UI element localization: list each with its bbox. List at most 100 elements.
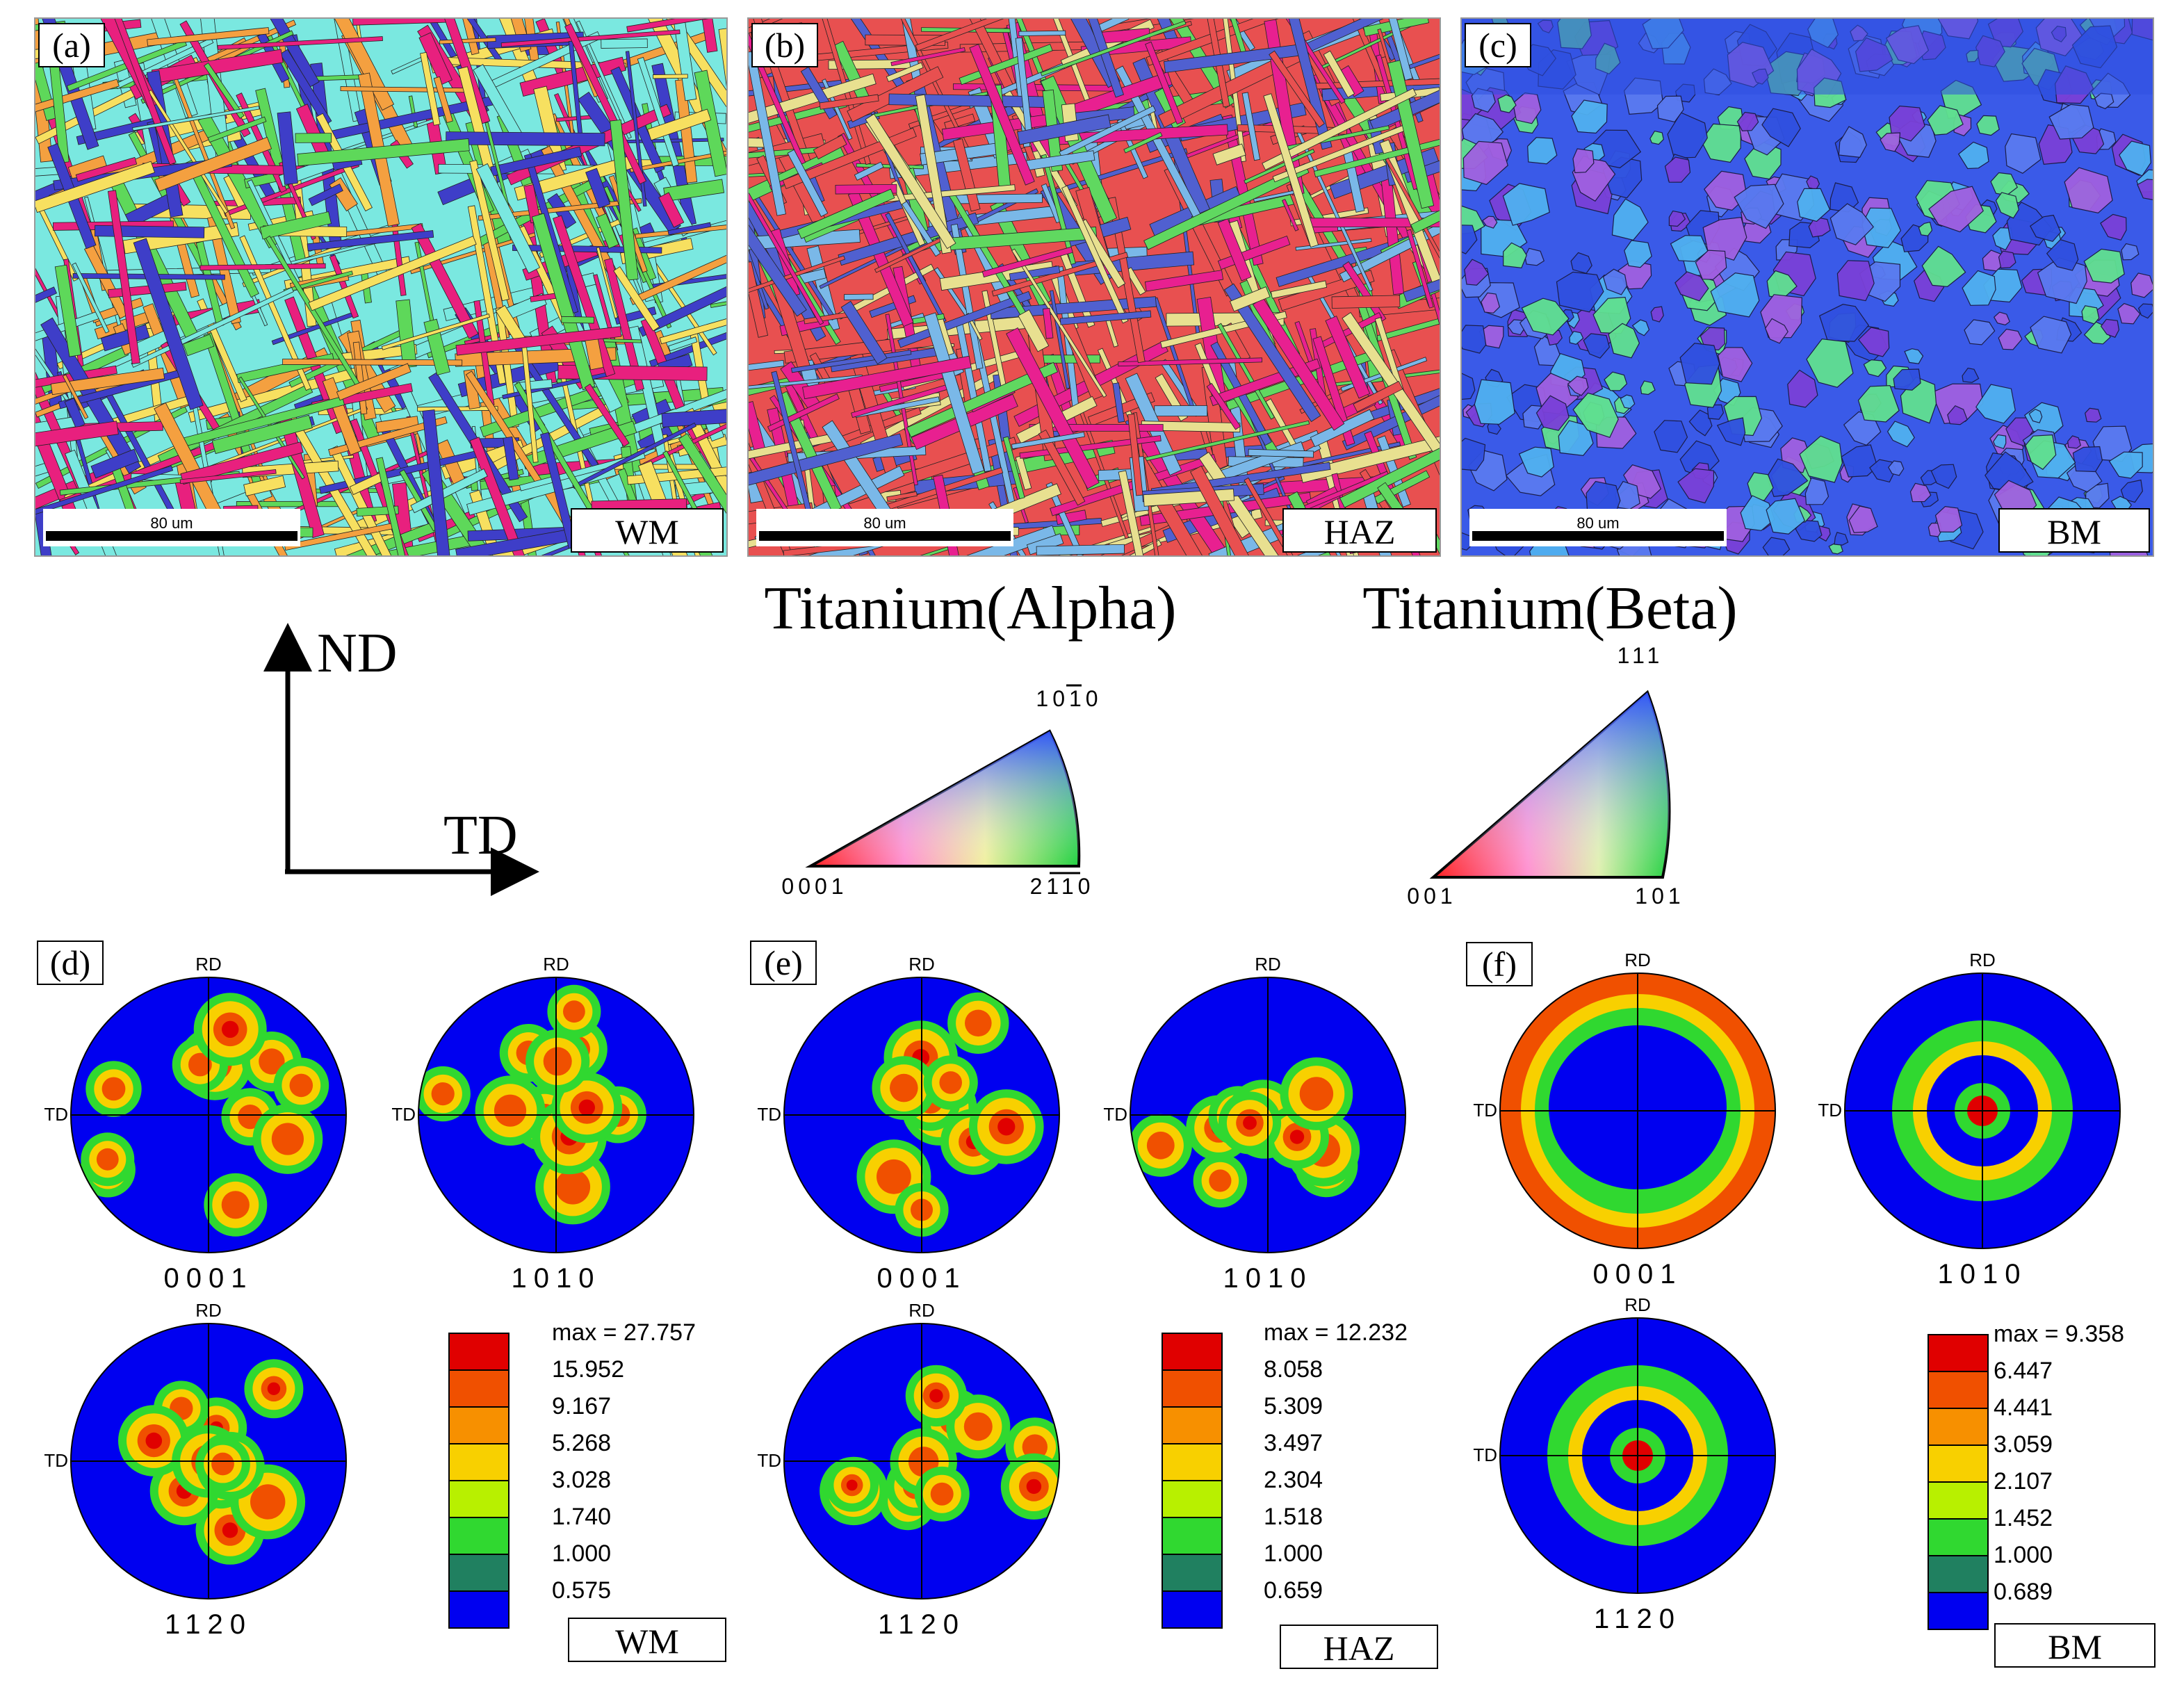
- pole-figure-e-0001: RD TD 0001: [757, 954, 1060, 1294]
- legend-swatch: [448, 1333, 510, 1371]
- legend-swatch: [1928, 1592, 1989, 1630]
- legend-swatch: [1162, 1554, 1223, 1592]
- pole-figure-d-1010: RD TD 1010: [391, 954, 694, 1294]
- scale-bar-c: [1472, 531, 1724, 541]
- legend-swatch: [448, 1480, 510, 1518]
- nd-label: ND: [317, 623, 398, 684]
- legend-swatch: [1162, 1590, 1223, 1629]
- td-label: TD: [1473, 1444, 1497, 1465]
- legend-level: 1.518: [1264, 1504, 1323, 1530]
- pole-figure-circles: RD TD 0001 RD TD 1010 RD TD 1120 RD TD 0001 RD TD 1010…: [44, 950, 2121, 1640]
- ipf-beta-corner-001: 001: [1407, 884, 1456, 909]
- pole-figure-label: 1120: [165, 1609, 252, 1640]
- rd-label: RD: [1624, 950, 1651, 970]
- panel-label-c: (c): [1478, 26, 1517, 65]
- pole-figure-panel-e: (e) HAZ max = 12.232 8.058 5.309 3.497 2.30…: [750, 941, 1438, 1669]
- legend-level: 1.000: [1264, 1540, 1323, 1567]
- scale-text-c: 80 um: [1576, 514, 1619, 532]
- pole-figure-panel-f: (f) BM max = 9.358 6.447 4.441 3.059 2.107 1…: [1466, 942, 2156, 1668]
- legend-swatch: [1162, 1480, 1223, 1518]
- legend-swatch: [1928, 1371, 1989, 1409]
- ipf-key-beta: Titanium(Beta) 001 101 111: [1362, 575, 1737, 909]
- td-label: TD: [757, 1104, 781, 1125]
- pole-figure-panel-d: (d) WM max = 27.757 15.952 9.167 5.268 3.02…: [37, 941, 726, 1662]
- panel-label-b: (b): [765, 26, 805, 65]
- legend-level: 15.952: [552, 1356, 624, 1383]
- legend-level: 5.268: [552, 1430, 611, 1456]
- panel-label-e: (e): [764, 943, 803, 982]
- pole-figure-label: 0001: [164, 1263, 254, 1294]
- legend-level: 0.659: [1264, 1577, 1323, 1604]
- legend-level: 4.441: [1994, 1394, 2053, 1421]
- ipf-alpha-corner-0001: 0001: [781, 874, 847, 899]
- rd-label: RD: [908, 1300, 935, 1321]
- legend-swatches-d: [448, 1333, 510, 1629]
- td-label: TD: [1473, 1100, 1497, 1121]
- pole-figure-label: 1120: [1594, 1604, 1681, 1634]
- legend-swatch: [1928, 1481, 1989, 1520]
- legend-swatch: [448, 1443, 510, 1481]
- panel-label-a: (a): [52, 26, 91, 65]
- legend-swatch: [1928, 1334, 1989, 1372]
- axes-legend: ND TD: [263, 623, 539, 896]
- legend-level: 3.497: [1264, 1430, 1323, 1456]
- legend-level: 0.689: [1994, 1579, 2053, 1605]
- scale-text-a: 80 um: [150, 514, 193, 532]
- td-label: TD: [1103, 1104, 1127, 1125]
- legend-level: 9.167: [552, 1393, 611, 1419]
- scale-bar-b: [759, 531, 1011, 541]
- rd-label: RD: [195, 1300, 222, 1321]
- legend-level: 1.740: [552, 1504, 611, 1530]
- panel-label-box-a: [38, 23, 105, 67]
- legend-level: 1.452: [1994, 1505, 2053, 1531]
- legend-max-d: max = 27.757: [552, 1319, 696, 1346]
- legend-level: 5.309: [1264, 1393, 1323, 1419]
- legend-level: 6.447: [1994, 1358, 2053, 1384]
- ipf-beta-corner-101: 101: [1635, 884, 1684, 909]
- legend-max-f: max = 9.358: [1994, 1321, 2124, 1347]
- legend-max-e: max = 12.232: [1264, 1319, 1408, 1346]
- pole-figure-f-1120: RD TD 1120: [1473, 1294, 1776, 1634]
- legend-swatch: [1928, 1408, 1989, 1446]
- legend-swatches-e: [1162, 1333, 1223, 1629]
- td-label: TD: [44, 1450, 68, 1471]
- legend-swatch: [448, 1369, 510, 1408]
- rd-label: RD: [195, 954, 222, 975]
- region-label-e: HAZ: [1323, 1629, 1395, 1668]
- region-label-b: HAZ: [1324, 512, 1396, 551]
- pole-figure-f-1010: RD TD 1010: [1818, 950, 2121, 1289]
- ipf-title-beta: Titanium(Beta): [1362, 575, 1737, 642]
- legend-level: 8.058: [1264, 1356, 1323, 1383]
- pole-figure-d-0001: RD TD 0001: [44, 954, 347, 1294]
- region-label-a: WM: [615, 512, 679, 551]
- scale-bar-a: [46, 531, 298, 541]
- scale-text-b: 80 um: [863, 514, 906, 532]
- panel-label-d: (d): [50, 943, 90, 982]
- pole-figure-e-1120: RD TD 1120: [757, 1300, 1060, 1640]
- legend-swatch: [1162, 1369, 1223, 1408]
- legend-level: 0.575: [552, 1577, 611, 1604]
- pole-figure-label: 1010: [512, 1263, 601, 1294]
- rd-label: RD: [1624, 1294, 1651, 1315]
- pole-figure-f-0001: RD TD 0001: [1473, 950, 1776, 1289]
- ebsd-texture-b: [748, 18, 1440, 556]
- ipf-alpha-corner-2110: 2110: [1030, 874, 1095, 899]
- td-label: TD: [443, 805, 518, 866]
- pole-figure-label: 0001: [877, 1263, 967, 1294]
- ipf-alpha-corner-1010: 1010: [1036, 686, 1102, 711]
- legend-swatch: [448, 1406, 510, 1444]
- region-label-f: BM: [2048, 1627, 2102, 1666]
- legend-swatch: [1928, 1444, 1989, 1483]
- legend-swatch: [448, 1590, 510, 1629]
- rd-label: RD: [1255, 954, 1281, 975]
- legend-level: 2.304: [1264, 1467, 1323, 1493]
- td-label: TD: [757, 1450, 781, 1471]
- pole-figure-label: 0001: [1593, 1259, 1683, 1289]
- ipf-beta-corner-111: 111: [1617, 643, 1664, 668]
- legend-level: 3.059: [1994, 1431, 2053, 1458]
- legend-level: 2.107: [1994, 1468, 2053, 1495]
- legend-swatch: [1162, 1517, 1223, 1555]
- td-label: TD: [391, 1104, 416, 1125]
- pole-figure-e-1010: RD TD 1010: [1103, 954, 1406, 1294]
- legend-level: 1.000: [1994, 1542, 2053, 1568]
